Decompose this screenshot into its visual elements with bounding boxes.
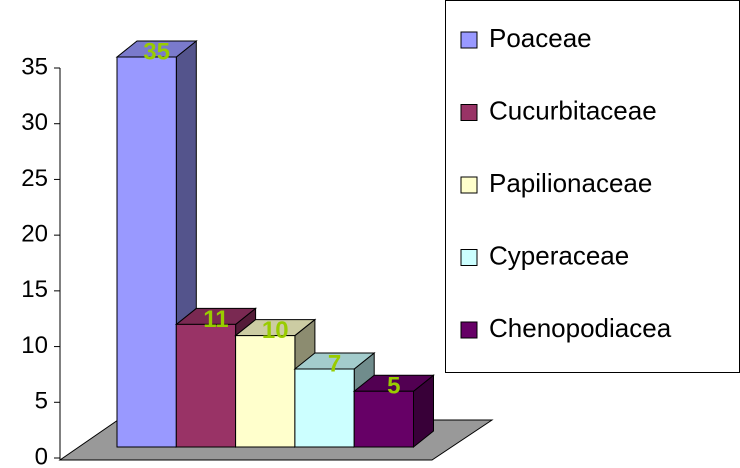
y-tick-label: 0 — [35, 443, 48, 468]
y-tick-label: 25 — [21, 165, 48, 192]
legend-label: Papilionaceae — [489, 168, 652, 198]
bar-face — [175, 323, 237, 448]
data-label: 35 — [143, 38, 170, 65]
bar-face — [353, 390, 414, 448]
legend-swatch — [460, 249, 478, 266]
y-tick-label: 20 — [21, 220, 48, 247]
y-tick-label: 35 — [21, 53, 48, 80]
legend-label: Chenopodiacea — [489, 313, 672, 343]
bar-face — [235, 335, 296, 448]
bar-face — [294, 368, 355, 448]
bar — [352, 374, 435, 449]
legend-label: Poaceae — [489, 23, 592, 53]
data-label: 11 — [203, 306, 228, 333]
data-label: 10 — [262, 317, 289, 344]
y-tick-label: 5 — [35, 388, 48, 415]
y-tick-label: 10 — [21, 332, 48, 359]
data-label: 7 — [328, 350, 341, 377]
legend-box — [445, 0, 740, 373]
legend-swatch — [460, 321, 478, 339]
legend-label: Cucurbitaceae — [489, 95, 657, 125]
y-tick-label: 30 — [21, 109, 48, 136]
legend-swatch — [460, 31, 478, 49]
legend-label: Cyperaceae — [489, 240, 629, 270]
legend-swatch — [460, 104, 478, 121]
y-tick-label: 15 — [21, 276, 48, 303]
data-label: 5 — [387, 373, 400, 400]
legend-swatch — [460, 176, 478, 194]
bar-face — [116, 56, 177, 448]
